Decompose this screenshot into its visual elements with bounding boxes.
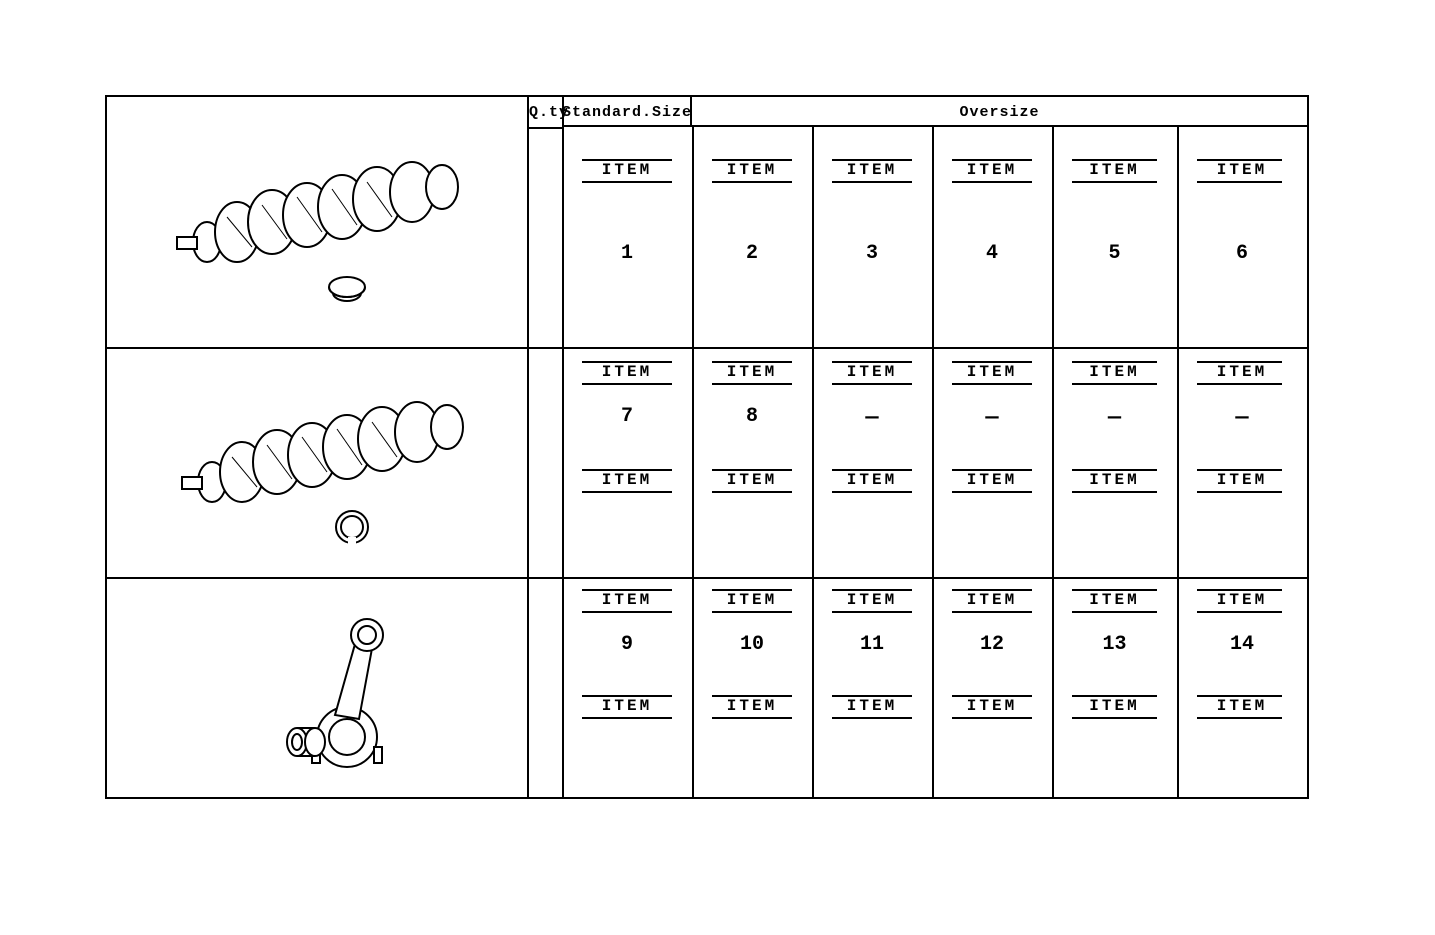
item-value: 8	[692, 405, 812, 428]
item-label: ITEM	[692, 363, 812, 381]
item-value: 10	[692, 633, 812, 656]
item-value: 5	[1052, 242, 1177, 265]
parts-sheet: Q.ty Standard.Size Oversize	[105, 95, 1309, 799]
item-label: ITEM	[812, 471, 932, 489]
item-label: ITEM	[562, 697, 692, 715]
item-label: ITEM	[932, 591, 1052, 609]
item-value: —	[932, 405, 1052, 430]
item-value: 12	[932, 633, 1052, 656]
std-size-header: Standard.Size	[562, 97, 692, 127]
item-value: 11	[812, 633, 932, 656]
illustration-crankshaft-bearing	[157, 147, 477, 327]
item-label: ITEM	[932, 161, 1052, 179]
qty-column: Q.ty	[527, 97, 564, 797]
item-label: ITEM	[812, 363, 932, 381]
illustration-column	[107, 97, 529, 797]
item-label: ITEM	[1052, 471, 1177, 489]
item-label: ITEM	[562, 363, 692, 381]
item-value: —	[1177, 405, 1307, 430]
item-value: 14	[1177, 633, 1307, 656]
row2: ITEM ITEM ITEM ITEM ITEM ITEM 7 8 — — — …	[562, 347, 1307, 577]
item-value: 13	[1052, 633, 1177, 656]
data-column: Standard.Size Oversize	[562, 97, 1307, 797]
item-label: ITEM	[1177, 591, 1307, 609]
oversize-header: Oversize	[692, 97, 1307, 127]
illustration-conrod-bushing	[157, 597, 477, 777]
item-label: ITEM	[812, 161, 932, 179]
item-label: ITEM	[932, 363, 1052, 381]
item-value: —	[1052, 405, 1177, 430]
item-label: ITEM	[812, 697, 932, 715]
item-label: ITEM	[1177, 161, 1307, 179]
item-label: ITEM	[1177, 363, 1307, 381]
item-label: ITEM	[1052, 697, 1177, 715]
item-label: ITEM	[562, 161, 692, 179]
item-label: ITEM	[1177, 471, 1307, 489]
item-label: ITEM	[692, 697, 812, 715]
item-value: 6	[1177, 242, 1307, 265]
item-label: ITEM	[1052, 363, 1177, 381]
illustration-crankshaft-ring	[157, 387, 477, 557]
item-label: ITEM	[932, 471, 1052, 489]
item-value: —	[812, 405, 932, 430]
item-value: 9	[562, 633, 692, 656]
item-label: ITEM	[1052, 161, 1177, 179]
item-label: ITEM	[932, 697, 1052, 715]
item-value: 7	[562, 405, 692, 428]
item-value: 4	[932, 242, 1052, 265]
item-label: ITEM	[562, 471, 692, 489]
item-label: ITEM	[692, 591, 812, 609]
row3: ITEM ITEM ITEM ITEM ITEM ITEM 9 10 11 12…	[562, 577, 1307, 797]
item-label: ITEM	[562, 591, 692, 609]
item-value: 2	[692, 242, 812, 265]
item-label: ITEM	[1177, 697, 1307, 715]
qty-header: Q.ty	[527, 97, 564, 129]
item-label: ITEM	[692, 471, 812, 489]
item-label: ITEM	[812, 591, 932, 609]
item-label: ITEM	[1052, 591, 1177, 609]
row1: ITEM ITEM ITEM ITEM ITEM ITEM 1 2 3 4 5 …	[562, 147, 1307, 347]
item-value: 3	[812, 242, 932, 265]
item-label: ITEM	[692, 161, 812, 179]
item-value: 1	[562, 242, 692, 265]
